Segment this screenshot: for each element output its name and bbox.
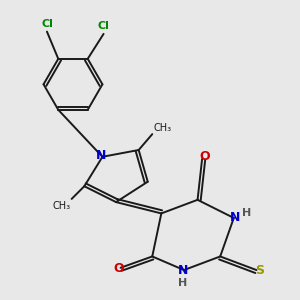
Text: H: H [242,208,251,218]
Text: Cl: Cl [41,19,53,29]
Text: N: N [178,264,188,278]
Text: H: H [178,278,188,288]
Text: Cl: Cl [98,21,110,31]
Text: S: S [256,263,265,277]
Text: N: N [96,149,106,162]
Text: CH₃: CH₃ [153,123,171,133]
Text: O: O [199,150,210,163]
Text: O: O [113,262,124,275]
Text: N: N [230,211,240,224]
Text: CH₃: CH₃ [52,201,71,211]
